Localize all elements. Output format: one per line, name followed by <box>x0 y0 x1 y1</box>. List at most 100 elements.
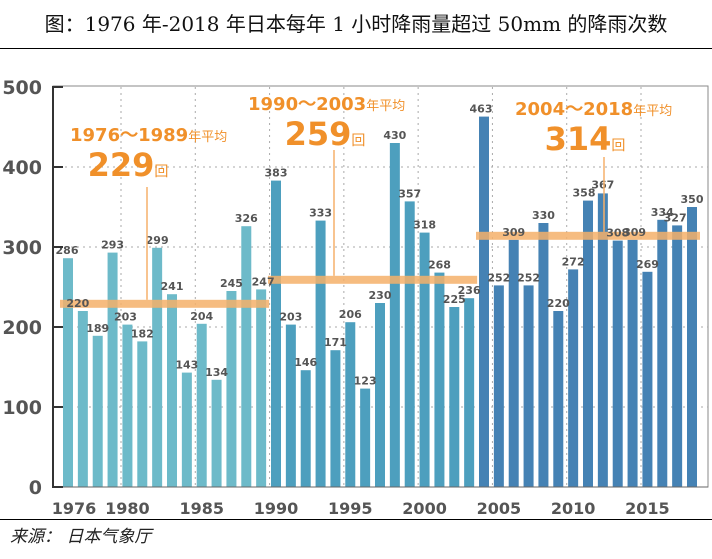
x-tick-label-2015: 2015 <box>625 499 670 518</box>
annotation-unit: 回 <box>351 133 365 149</box>
bar-2012 <box>597 193 608 487</box>
bar-1992 <box>300 370 311 487</box>
y-tick-label-300: 300 <box>2 237 42 259</box>
annotation-unit: 回 <box>154 164 168 180</box>
bar-2010 <box>568 269 579 487</box>
value-label-1992: 146 <box>294 356 317 369</box>
annotation-suffix-text: 年平均 <box>188 130 227 145</box>
bar-1987 <box>226 291 237 487</box>
bar-1984 <box>181 372 192 487</box>
bar-2009 <box>553 311 564 487</box>
bar-1995 <box>345 322 356 487</box>
source-note: 来源： 日本气象厅 <box>10 527 152 547</box>
bar-1993 <box>315 220 326 487</box>
x-tick-label-1990: 1990 <box>254 499 299 518</box>
bar-1981 <box>137 341 148 487</box>
y-tick-label-200: 200 <box>2 317 42 339</box>
bar-1978 <box>92 335 103 487</box>
value-label-1986: 134 <box>205 366 228 379</box>
value-label-1988: 326 <box>235 212 258 225</box>
bar-1980 <box>122 324 133 487</box>
value-label-1994: 171 <box>324 336 347 349</box>
bar-2016 <box>657 219 668 488</box>
bar-2011 <box>583 200 593 487</box>
bar-1997 <box>375 303 385 487</box>
bar-2018 <box>687 207 697 487</box>
annotation-average-1: 229回 <box>88 146 169 184</box>
value-label-2011: 358 <box>573 187 596 200</box>
x-tick-label-2005: 2005 <box>477 499 522 518</box>
value-label-2015: 269 <box>636 258 659 271</box>
value-label-1980: 203 <box>114 311 137 324</box>
value-label-1981: 182 <box>131 327 154 340</box>
average-band-1 <box>60 299 270 308</box>
value-label-2010: 272 <box>562 255 585 268</box>
average-band-2 <box>268 275 478 284</box>
value-label-1978: 189 <box>86 322 109 335</box>
bar-1985 <box>196 323 207 487</box>
y-tick-label-400: 400 <box>2 157 42 179</box>
bar-1991 <box>285 324 296 487</box>
value-label-2006: 309 <box>502 226 525 239</box>
annotation-average-3: 314回 <box>545 120 626 158</box>
bar-1979 <box>107 252 118 487</box>
bar-2014 <box>627 239 638 487</box>
value-label-1999: 357 <box>398 187 421 200</box>
bar-chart: 2862201892932031822992411432041342453262… <box>2 77 709 518</box>
value-label-1990: 383 <box>265 167 288 180</box>
x-tick-label-2000: 2000 <box>402 499 447 518</box>
value-label-1998: 430 <box>383 129 406 142</box>
figure-title: 图：1976 年-2018 年日本每年 1 小时降雨量超过 50mm 的降雨次数 <box>44 12 668 36</box>
annotation-range-2: 1990～2003年平均 <box>248 94 405 115</box>
annotation-range-text: 1990～2003 <box>248 94 366 115</box>
bar-1976 <box>63 258 73 487</box>
value-label-1985: 204 <box>190 310 213 323</box>
source-divider <box>0 519 712 520</box>
value-label-1977: 220 <box>66 297 89 310</box>
bar-1986 <box>211 379 222 487</box>
bar-1996 <box>360 388 371 487</box>
annotation-average-value: 314 <box>545 120 612 158</box>
value-label-1987: 245 <box>220 277 243 290</box>
value-label-2018: 350 <box>681 193 704 206</box>
bar-2000 <box>419 232 430 487</box>
annotation-average-value: 229 <box>88 146 155 184</box>
value-label-1984: 143 <box>175 359 198 372</box>
bar-2015 <box>642 271 653 487</box>
value-label-2017: 327 <box>664 211 687 224</box>
value-label-1983: 241 <box>161 280 184 293</box>
x-tick-label-1980: 1980 <box>105 499 150 518</box>
annotation-range-text: 1976～1989 <box>70 125 188 146</box>
y-tick-label-0: 0 <box>29 477 42 499</box>
value-label-1979: 293 <box>101 239 124 252</box>
annotation-range-1: 1976～1989年平均 <box>70 125 227 146</box>
annotation-average-2: 259回 <box>285 115 366 153</box>
bar-2007 <box>523 285 534 487</box>
annotation-range-text: 2004～2018 <box>515 99 633 120</box>
bar-1990 <box>271 180 281 487</box>
y-tick-label-100: 100 <box>2 397 42 419</box>
bar-1982 <box>152 247 163 487</box>
value-label-2009: 220 <box>547 297 570 310</box>
annotation-average-value: 259 <box>285 115 352 153</box>
value-label-2016: 334 <box>651 206 674 219</box>
value-label-2012: 367 <box>591 178 614 191</box>
value-label-1996: 123 <box>354 375 377 388</box>
x-tick-label-1985: 1985 <box>179 499 224 518</box>
annotation-suffix-text: 年平均 <box>366 99 405 114</box>
bar-1998 <box>389 143 400 487</box>
bar-1999 <box>404 201 415 487</box>
value-label-1991: 203 <box>279 311 302 324</box>
bar-2003 <box>464 298 475 487</box>
bar-2013 <box>612 240 623 487</box>
bar-1989 <box>256 289 267 487</box>
value-label-1989: 247 <box>252 275 275 288</box>
bar-2005 <box>493 285 504 487</box>
bar-2002 <box>449 307 460 487</box>
value-label-2001: 268 <box>428 259 451 272</box>
bar-2004 <box>479 116 489 487</box>
bar-1988 <box>241 226 252 487</box>
annotation-unit: 回 <box>611 138 625 154</box>
bar-1994 <box>330 350 341 487</box>
average-band-3 <box>476 231 700 240</box>
